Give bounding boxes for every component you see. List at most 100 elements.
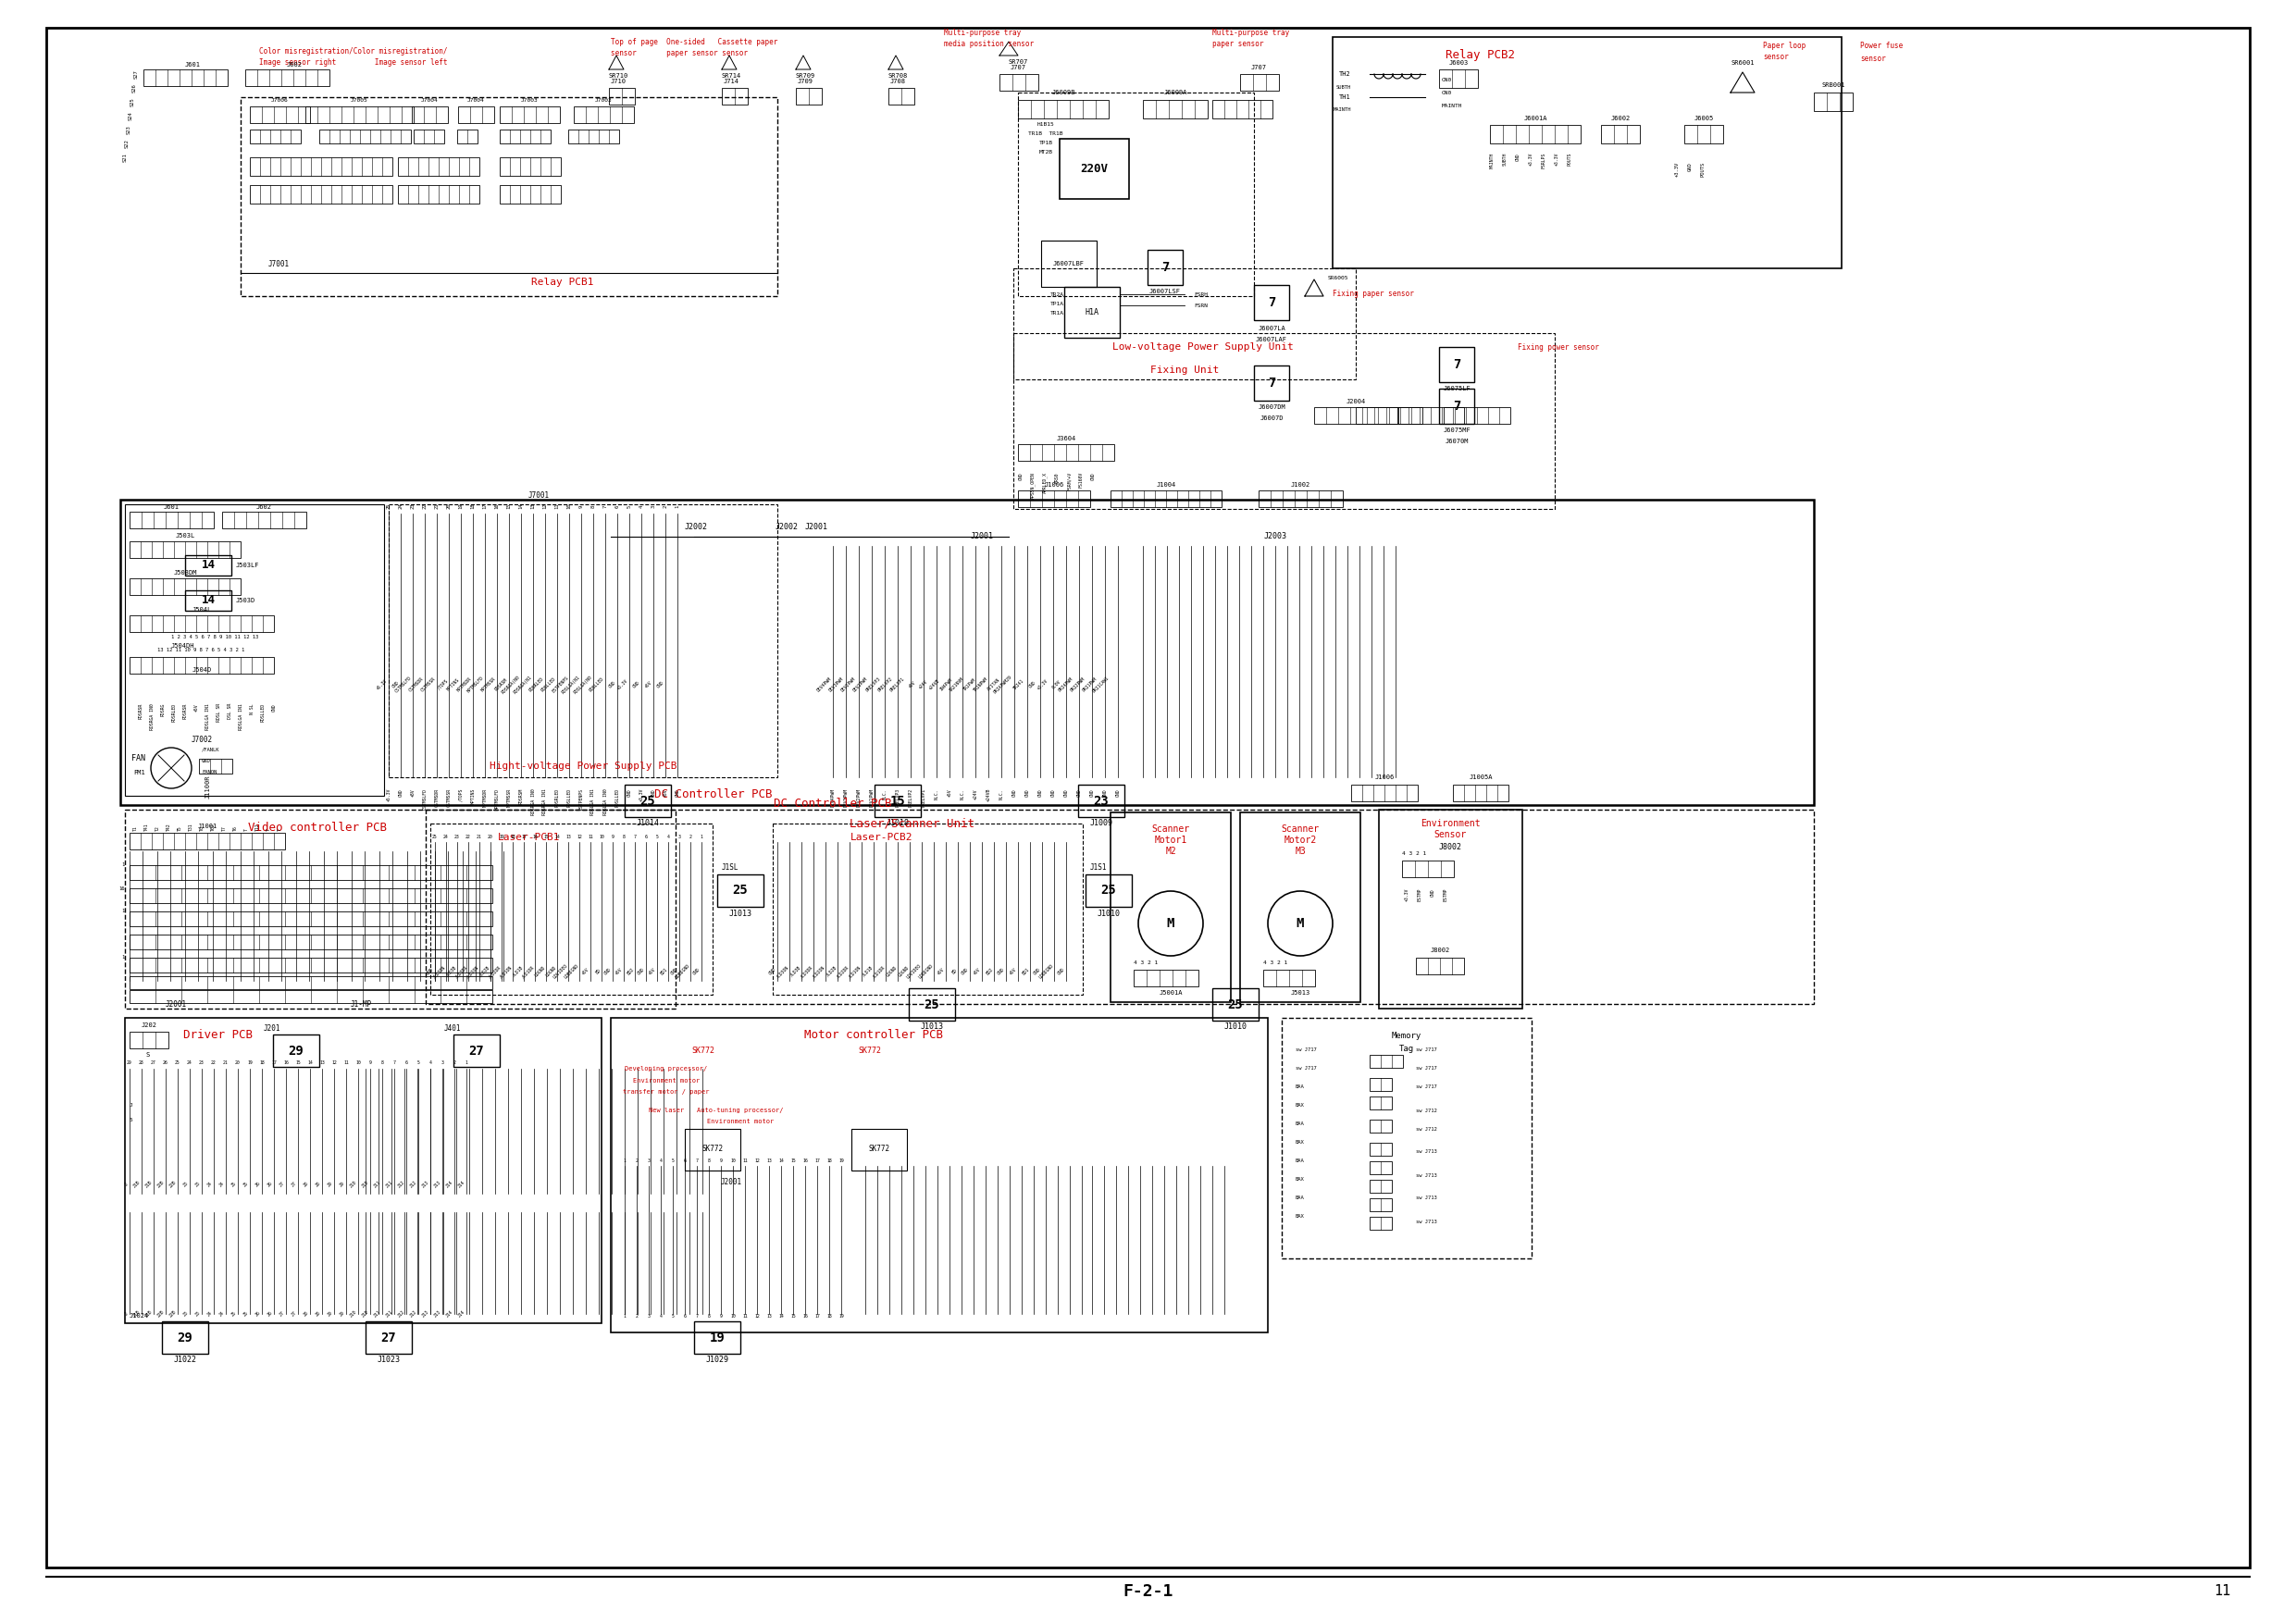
Text: SK772: SK772 (691, 1047, 714, 1055)
Bar (241, 97, 778, 295)
Text: 220V: 220V (1079, 162, 1107, 174)
Bar (716, 875, 765, 907)
Text: BD1: BD1 (659, 967, 668, 975)
Text: J12: J12 (409, 1310, 418, 1318)
Text: +3.3V: +3.3V (618, 678, 629, 691)
Text: T2: T2 (156, 826, 161, 831)
Bar (1371, 1055, 1403, 1068)
Text: BAA: BAA (1295, 1084, 1304, 1089)
Text: M: M (1297, 917, 1304, 930)
Text: 7: 7 (696, 1313, 698, 1318)
Text: N.C.: N.C. (934, 789, 939, 799)
Bar (1013, 333, 1554, 510)
Text: RDSRSM: RDSRSM (494, 677, 510, 691)
Text: 12: 12 (755, 1159, 760, 1164)
Bar (429, 823, 712, 995)
Bar (1371, 1097, 1391, 1110)
Bar (501, 157, 560, 175)
Text: GND: GND (1024, 789, 1029, 797)
Text: J13: J13 (434, 1310, 443, 1318)
Text: GND: GND (1515, 153, 1520, 161)
Text: 25: 25 (732, 885, 748, 898)
Text: LDVIDEO: LDVIDEO (905, 964, 921, 980)
Text: CSTMSLFD: CSTMSLFD (395, 675, 413, 695)
Text: paper sensor: paper sensor (1212, 41, 1263, 49)
Text: RDSLGA(N0: RDSLGA(N0 (574, 675, 592, 695)
Text: Motor2: Motor2 (1283, 836, 1316, 846)
Text: J7004: J7004 (420, 97, 439, 102)
Text: RDSRSR: RDSRSR (184, 703, 188, 719)
Text: 6: 6 (684, 1313, 687, 1318)
Text: J3: J3 (195, 1182, 202, 1188)
Text: TR1B  TR1B: TR1B TR1B (1029, 131, 1063, 136)
Text: 3: 3 (647, 1159, 650, 1164)
Bar (1143, 101, 1208, 118)
Text: LDGND: LDGND (544, 966, 558, 979)
Text: Memory: Memory (1391, 1032, 1421, 1040)
Bar (1371, 1078, 1391, 1091)
Text: J6007LBF: J6007LBF (1054, 261, 1084, 266)
Bar (250, 107, 310, 123)
Text: RDSRGA IN0: RDSRGA IN0 (530, 789, 535, 815)
Text: J201: J201 (264, 1024, 280, 1034)
Text: J714: J714 (723, 78, 739, 84)
Text: 8: 8 (381, 1060, 383, 1065)
Bar (501, 130, 551, 143)
Text: J3: J3 (184, 1310, 191, 1318)
Text: J4: J4 (218, 1182, 225, 1188)
Text: T0: T0 (200, 826, 204, 831)
Text: J6007LAF: J6007LAF (1256, 338, 1288, 342)
Text: Power fuse: Power fuse (1860, 42, 1903, 50)
Text: RDSLLED: RDSLLED (588, 677, 606, 693)
Text: RDSRGA IN1: RDSRGA IN1 (542, 789, 546, 815)
Text: POUTS: POUTS (1701, 162, 1706, 177)
Text: J707: J707 (1251, 65, 1267, 70)
Text: /LD3ON: /LD3ON (774, 964, 790, 979)
Bar (1254, 286, 1288, 320)
Text: 25: 25 (641, 794, 657, 807)
Text: ESTPENPS: ESTPENPS (551, 675, 569, 695)
Text: +5.3V: +5.3V (377, 678, 388, 691)
Text: J8: J8 (303, 1310, 310, 1318)
Text: GND: GND (1063, 789, 1068, 797)
Text: TP1A: TP1A (1049, 302, 1065, 305)
Text: 1: 1 (466, 1060, 468, 1065)
Text: 14: 14 (202, 594, 216, 607)
Text: SK772: SK772 (859, 1047, 882, 1055)
Text: Laser-PCB2: Laser-PCB2 (850, 833, 912, 842)
Text: 10: 10 (356, 1060, 360, 1065)
Bar (124, 505, 383, 795)
Bar (1017, 490, 1091, 506)
Text: GND: GND (604, 967, 613, 975)
Text: BAX: BAX (1295, 1141, 1304, 1146)
Text: Top of page  One-sided   Cassette paper: Top of page One-sided Cassette paper (611, 37, 778, 45)
Text: sw J713: sw J713 (1417, 1219, 1437, 1224)
Text: +5V: +5V (193, 703, 197, 711)
Bar (1065, 287, 1120, 338)
Text: GND: GND (393, 680, 402, 690)
Bar (129, 542, 241, 558)
Text: FM1: FM1 (133, 769, 145, 776)
Text: 10: 10 (730, 1313, 735, 1318)
Text: +3.3V: +3.3V (638, 789, 643, 802)
Bar (200, 760, 232, 774)
Text: 19: 19 (459, 503, 464, 510)
Text: +24V: +24V (974, 789, 978, 799)
Text: J13: J13 (422, 1310, 429, 1318)
Text: MPTMSDR: MPTMSDR (457, 677, 473, 693)
Text: J6: J6 (266, 1310, 273, 1318)
Bar (388, 505, 778, 777)
Text: SUBTH: SUBTH (1336, 86, 1350, 91)
Text: J6001A: J6001A (1525, 115, 1548, 122)
Text: +8V: +8V (411, 789, 416, 797)
Text: CSTMSSR: CSTMSSR (420, 677, 436, 693)
Text: PRELXP2: PRELXP2 (877, 677, 893, 693)
Text: 13 12 11 10 9 8 7 6 5 4 3 2 1: 13 12 11 10 9 8 7 6 5 4 3 2 1 (158, 648, 246, 652)
Text: LDGND: LDGND (898, 966, 909, 979)
Bar (1371, 1180, 1391, 1193)
Text: RDSLGA(N1: RDSLGA(N1 (560, 675, 581, 695)
Text: 20: 20 (445, 503, 450, 510)
Bar (1600, 125, 1639, 143)
Text: J1001: J1001 (197, 823, 218, 829)
Text: T12: T12 (255, 823, 259, 831)
